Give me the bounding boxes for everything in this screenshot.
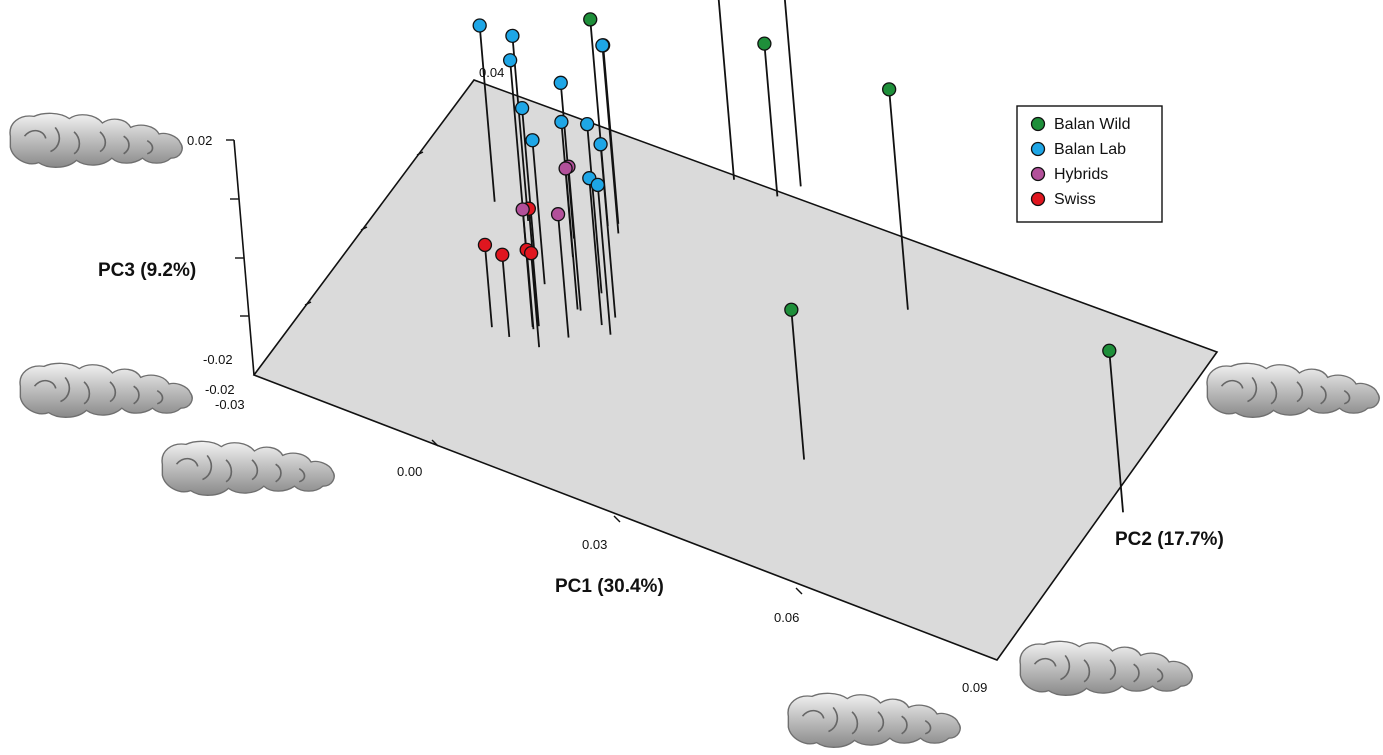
point-stem <box>717 0 735 180</box>
point-balan-lab-7 <box>525 133 546 285</box>
point-marker <box>593 137 608 152</box>
point-balan-lab-2 <box>505 28 530 221</box>
point-stem <box>1108 350 1124 513</box>
point-marker <box>1102 343 1117 358</box>
point-marker <box>514 100 530 116</box>
point-marker <box>590 177 605 193</box>
point-marker <box>502 53 518 68</box>
legend-label-swiss: Swiss <box>1054 191 1096 208</box>
point-balan-wild-5 <box>882 82 909 310</box>
point-stem <box>596 184 612 335</box>
point-marker <box>558 161 573 176</box>
point-stem <box>564 168 579 310</box>
point-hybrids-2 <box>550 207 570 338</box>
point-marker <box>525 133 540 148</box>
pc1-axis-title: PC1 (30.4%) <box>555 576 664 597</box>
point-balan-lab-13 <box>590 177 612 335</box>
point-balan-lab-11 <box>593 137 617 318</box>
point-swiss-2 <box>495 247 511 338</box>
point-marker <box>495 247 510 262</box>
pc1-tick-label-0: -0.03 <box>215 397 245 412</box>
legend-marker-swiss <box>1030 191 1046 207</box>
point-stem <box>888 89 909 310</box>
legend-marker-balan-lab <box>1030 141 1046 157</box>
point-marker <box>583 12 598 27</box>
point-marker <box>553 75 568 90</box>
point-stem <box>521 108 536 256</box>
legend-label-balan-lab: Balan Lab <box>1054 141 1126 158</box>
point-stem <box>511 35 530 221</box>
point-balan-wild-6 <box>784 302 805 460</box>
point-balan-wild-7 <box>1102 343 1124 513</box>
point-marker <box>554 114 569 130</box>
pc2-tick-label-max: 0.04 <box>479 65 504 80</box>
legend-label-balan-wild: Balan Wild <box>1054 116 1130 133</box>
pc1-tick-label-4: 0.09 <box>962 680 987 695</box>
point-marker <box>757 36 772 51</box>
point-balan-wild-2 <box>784 0 802 187</box>
point-balan-lab-4 <box>514 100 536 256</box>
pc1-tick-label-2: 0.03 <box>582 537 607 552</box>
point-stem <box>530 253 541 348</box>
point-marker <box>472 18 487 33</box>
pc2-tick-label-min: -0.02 <box>205 382 235 397</box>
point-stem <box>525 249 535 330</box>
point-balan-lab-1 <box>472 18 496 202</box>
legend-label-hybrids: Hybrids <box>1054 166 1108 183</box>
point-marker <box>550 207 566 222</box>
point-marker <box>523 246 539 261</box>
point-stem <box>588 178 603 326</box>
floor-plane <box>252 79 1219 661</box>
point-marker <box>505 28 520 44</box>
point-stem <box>790 309 805 460</box>
point-marker <box>515 202 530 217</box>
point-swiss-4 <box>523 246 541 348</box>
point-marker <box>595 38 610 53</box>
pc1-tick-label-1: 0.00 <box>397 464 422 479</box>
legend-marker-hybrids <box>1030 166 1046 182</box>
data-points <box>472 0 1124 513</box>
point-marker <box>580 116 595 132</box>
point-stem <box>557 214 570 338</box>
pc3-axis-ticks <box>226 139 249 317</box>
point-stem <box>784 0 802 187</box>
pc2-axis-ticks <box>304 151 424 306</box>
pc1-tick-label-3: 0.06 <box>774 610 799 625</box>
tooth-shape-pc2-max-icon <box>1206 362 1380 419</box>
point-stem <box>501 254 511 338</box>
point-stem <box>527 208 540 327</box>
point-marker <box>477 237 493 253</box>
tooth-shape-pc2-min-icon <box>1019 640 1193 697</box>
pc3-tick-label-max: 0.02 <box>187 133 212 148</box>
tooth-shape-pc3-max-icon <box>9 112 183 169</box>
point-hybrids-3 <box>558 161 579 310</box>
point-balan-lab-10 <box>580 116 603 294</box>
point-stem <box>484 244 493 328</box>
point-stem <box>763 43 779 197</box>
point-stem <box>567 166 582 311</box>
point-stem <box>531 140 546 285</box>
point-marker <box>882 82 897 97</box>
tooth-shape-pc1-min-icon <box>161 440 335 497</box>
point-balan-lab-9 <box>595 38 620 234</box>
tooth-shape-pc3-min-icon <box>19 362 193 419</box>
point-stem <box>599 144 617 318</box>
legend-marker-balan-wild <box>1030 116 1046 132</box>
point-stem <box>478 25 496 202</box>
point-stem <box>586 124 603 294</box>
pc2-axis-title: PC2 (17.7%) <box>1115 529 1224 550</box>
point-stem <box>601 45 620 234</box>
legend: Balan Wild Balan Lab Hybrids Swiss <box>1016 105 1163 223</box>
point-balan-wild-1 <box>717 0 735 180</box>
tooth-shape-pc1-max-icon <box>787 692 961 749</box>
point-marker <box>784 302 799 317</box>
pc3-tick-label-min: -0.02 <box>203 352 233 367</box>
point-balan-wild-3 <box>757 36 779 197</box>
point-swiss-1 <box>477 237 493 328</box>
pc1-axis-ticks <box>431 439 803 595</box>
pc3-axis-title: PC3 (9.2%) <box>98 260 196 281</box>
